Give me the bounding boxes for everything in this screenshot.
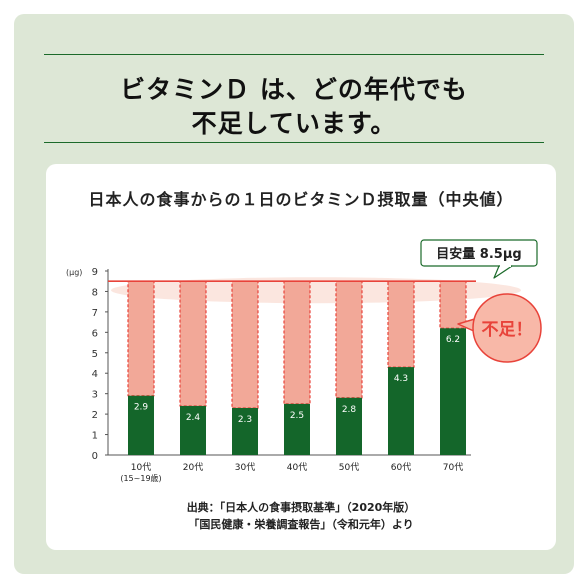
y-tick-label: 0: [92, 451, 98, 462]
target-highlight-band: [111, 277, 521, 304]
shortfall-bar: [387, 280, 415, 368]
x-tick-label: 60代: [391, 462, 411, 473]
chart-title: 日本人の食事からの１日のビタミンＤ摂取量（中央値）: [88, 190, 514, 209]
shortfall-bar: [231, 280, 259, 409]
bar-value-label: 2.5: [290, 411, 304, 421]
chart-card: 日本人の食事からの１日のビタミンＤ摂取量（中央値） (μg) 0 1 2 3 4 5 6 7 8 9…: [46, 164, 556, 550]
bar-chart: (μg) 0 1 2 3 4 5 6 7 8 9 2.9 10代(15~19歳) 2.4 20代 2.3 30代…: [66, 239, 542, 483]
shortfall-bar: [283, 280, 311, 405]
y-tick-label: 2: [92, 410, 98, 421]
intake-bar: [180, 405, 206, 455]
y-tick-label: 4: [92, 369, 98, 380]
y-tick-label: 3: [92, 390, 98, 401]
x-tick-label: 40代: [287, 462, 307, 473]
bottom-divider: [44, 142, 544, 143]
bar-value-label: 2.3: [238, 415, 252, 425]
intake-bar: [128, 395, 154, 455]
y-tick-label: 8: [92, 287, 98, 298]
bar-value-label: 6.2: [446, 335, 460, 345]
intake-bar: [232, 407, 258, 455]
x-tick-sublabel: (15~19歳): [120, 473, 161, 483]
shortfall-bar: [179, 280, 207, 407]
intake-bar: [388, 367, 414, 455]
shortfall-bar: [335, 280, 363, 399]
target-callout-pointer: [493, 265, 513, 279]
top-divider: [44, 54, 544, 55]
y-tick-label: 9: [92, 267, 98, 278]
target-callout-label: 目安量 8.5μg: [436, 246, 521, 262]
x-tick-label: 10代: [131, 462, 151, 473]
x-tick-label: 30代: [235, 462, 255, 473]
x-tick-label: 70代: [443, 462, 463, 473]
x-tick-label: 50代: [339, 462, 359, 473]
x-tick-label: 20代: [183, 462, 203, 473]
y-tick-label: 6: [92, 328, 98, 339]
shortfall-bar: [439, 280, 467, 329]
y-tick-label: 1: [92, 431, 98, 442]
bar-value-label: 2.8: [342, 405, 357, 415]
source-line-2: 「国民健康・栄養調査報告」（令和元年）より: [188, 518, 414, 531]
target-callout-box: [420, 239, 538, 267]
headline-line-2: 不足しています。: [191, 109, 397, 138]
y-axis-unit: (μg): [66, 268, 82, 277]
bar-value-label: 2.9: [134, 403, 149, 413]
intake-bar: [440, 328, 466, 455]
y-tick-label: 5: [92, 349, 98, 360]
bar-value-label: 2.4: [186, 413, 201, 423]
intake-bar: [336, 397, 362, 455]
source-line-1: 出典：「日本人の食事摂取基準」（2020年版）: [186, 501, 416, 514]
y-tick-label: 7: [92, 308, 98, 319]
shortage-bubble: [472, 293, 542, 363]
shortage-bubble-label: 不足！: [482, 320, 533, 340]
headline-line-1: ビタミンＤ は、どの年代でも: [120, 75, 468, 104]
infographic-frame: ビタミンＤ は、どの年代でも 不足しています。 日本人の食事からの１日のビタミン…: [14, 14, 574, 574]
shortfall-bar: [127, 280, 155, 397]
intake-bar: [284, 403, 310, 455]
bar-value-label: 4.3: [394, 374, 408, 384]
